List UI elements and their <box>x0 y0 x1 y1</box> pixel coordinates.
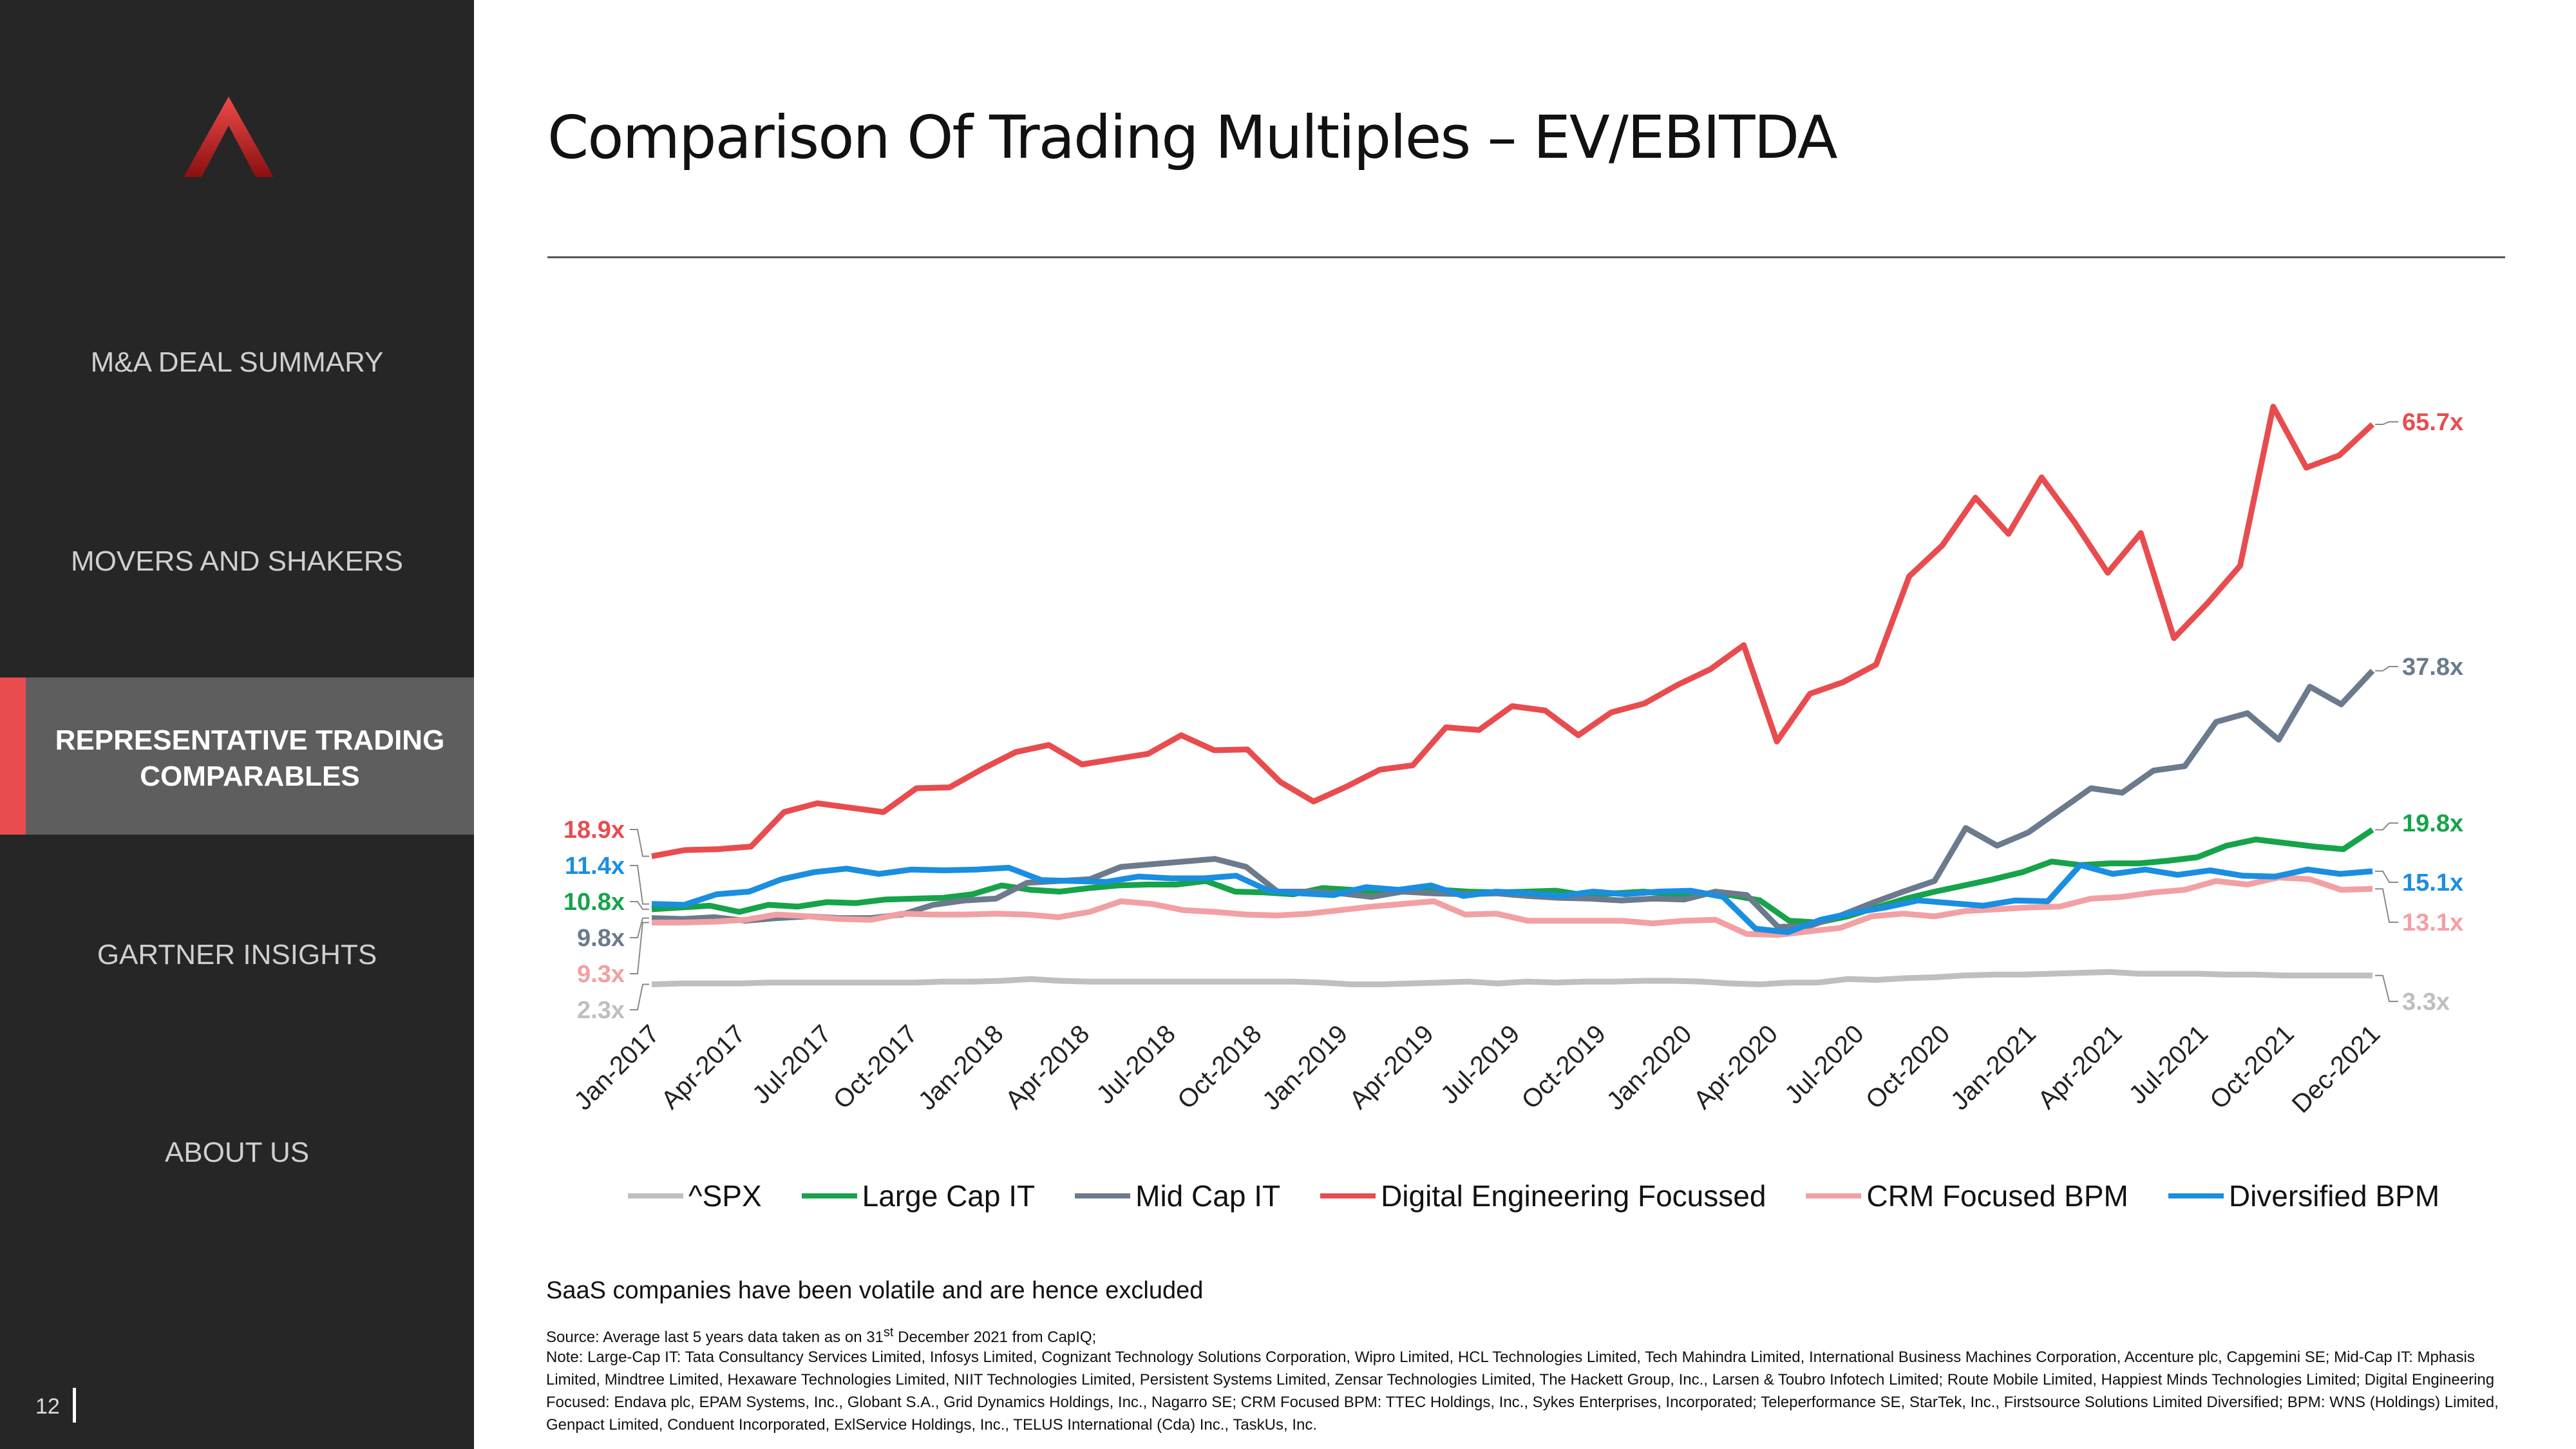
x-tick-label: Apr-2019 <box>1344 1019 1439 1114</box>
start-label-4: 9.3x <box>577 961 625 988</box>
x-tick-label: Oct-2019 <box>1517 1019 1611 1114</box>
legend-item-5[interactable]: Diversified BPM <box>2168 1179 2439 1213</box>
x-tick-label: Jul-2021 <box>2124 1019 2214 1110</box>
start-leader-3 <box>630 829 649 857</box>
start-label-1: 10.8x <box>564 889 625 916</box>
legend-label: Large Cap IT <box>862 1179 1036 1213</box>
end-leader-2 <box>2375 666 2398 672</box>
title-divider <box>547 256 2505 258</box>
x-tick-label: Jan-2019 <box>1257 1019 1353 1115</box>
legend-label: CRM Focused BPM <box>1866 1179 2128 1213</box>
saas-exclusion-note: SaaS companies have been volatile and ar… <box>546 1277 1204 1304</box>
legend-label: Digital Engineering Focussed <box>1381 1179 1766 1213</box>
end-leader-1 <box>2375 822 2398 831</box>
end-leader-5 <box>2375 870 2398 883</box>
x-tick-label: Oct-2021 <box>2204 1019 2299 1114</box>
legend-label: Mid Cap IT <box>1135 1179 1281 1213</box>
start-label-5: 11.4x <box>565 853 625 880</box>
ev-ebitda-line-chart: Jan-2017Apr-2017Jul-2017Oct-2017Jan-2018… <box>564 404 2463 1119</box>
series-value-labels: 2.3x 9.3x 9.8x 10.8x 11.4x 18.9x 3.3x 19.8x 37.8… <box>564 409 2463 1024</box>
x-tick-label: Jan-2020 <box>1602 1019 1698 1115</box>
x-tick-label: Apr-2018 <box>1000 1019 1095 1114</box>
x-tick-label: Jul-2020 <box>1779 1019 1870 1110</box>
legend-swatch <box>628 1193 683 1198</box>
start-leader-4 <box>630 922 649 974</box>
active-indicator <box>0 677 26 835</box>
x-tick-label: Jan-2018 <box>913 1019 1009 1115</box>
legend-swatch <box>801 1193 857 1198</box>
chart-series-group <box>651 404 2375 987</box>
start-label-2: 9.8x <box>577 925 625 952</box>
nav-item-ma-deal-summary[interactable]: M&A DEAL SUMMARY <box>90 346 384 378</box>
legend-item-2[interactable]: Mid Cap IT <box>1075 1179 1280 1213</box>
legend-item-3[interactable]: Digital Engineering Focussed <box>1320 1179 1766 1213</box>
page-number: 12 <box>35 1394 60 1419</box>
source-note: Source: Average last 5 years data taken … <box>546 1325 1096 1347</box>
end-leader-3 <box>2375 421 2398 425</box>
x-tick-label: Oct-2017 <box>828 1019 923 1114</box>
source-sup: st <box>883 1325 894 1340</box>
legend-swatch <box>1075 1193 1131 1198</box>
x-tick-label: Jan-2017 <box>569 1019 665 1115</box>
start-leader-1 <box>630 901 649 910</box>
x-tick-label: Jul-2017 <box>747 1019 837 1110</box>
constituents-note: Note: Large-Cap IT: Tata Consultancy Ser… <box>546 1349 2499 1434</box>
x-tick-label: Oct-2018 <box>1172 1019 1267 1114</box>
source-prefix: Source: Average last 5 years data taken … <box>546 1329 884 1346</box>
nav-item-movers-and-shakers[interactable]: MOVERS AND SHAKERS <box>71 545 403 577</box>
source-suffix: December 2021 from CapIQ; <box>893 1329 1097 1346</box>
series-line-4 <box>652 875 2373 938</box>
series-line-5 <box>651 862 2373 935</box>
x-axis-tick-labels: Jan-2017Apr-2017Jul-2017Oct-2017Jan-2018… <box>569 1019 2385 1119</box>
series-line-0 <box>651 969 2372 987</box>
end-label-1: 19.8x <box>2402 810 2463 837</box>
x-tick-label: Jan-2021 <box>1946 1019 2041 1115</box>
x-tick-label: Apr-2017 <box>656 1019 750 1114</box>
legend-label: Diversified BPM <box>2228 1179 2440 1213</box>
legend-item-0[interactable]: ^SPX <box>628 1179 762 1213</box>
page-number-divider <box>73 1388 76 1423</box>
legend-swatch <box>1806 1193 1862 1198</box>
sidebar: M&A DEAL SUMMARY MOVERS AND SHAKERS REPR… <box>0 0 474 1449</box>
page-title: Comparison Of Trading Multiples – EV/EBI… <box>547 103 1838 172</box>
nav-item-gartner-insights[interactable]: GARTNER INSIGHTS <box>97 939 377 971</box>
legend-label: ^SPX <box>688 1179 762 1213</box>
nav-item-about-us[interactable]: ABOUT US <box>164 1137 310 1168</box>
start-leader-5 <box>630 865 649 905</box>
start-label-3: 18.9x <box>564 817 625 844</box>
series-line-3 <box>651 404 2375 860</box>
end-leader-0 <box>2375 974 2398 1002</box>
nav-item-label: REPRESENTATIVE TRADING COMPARABLES <box>55 724 445 792</box>
end-label-3: 65.7x <box>2402 409 2463 436</box>
end-leader-4 <box>2375 888 2398 923</box>
end-label-0: 3.3x <box>2402 989 2450 1016</box>
x-tick-label: Apr-2021 <box>2032 1019 2127 1114</box>
legend-item-1[interactable]: Large Cap IT <box>801 1179 1036 1213</box>
end-label-4: 13.1x <box>2402 909 2463 936</box>
start-leader-0 <box>630 983 649 1010</box>
start-leader-2 <box>630 917 649 938</box>
x-tick-label: Jul-2018 <box>1091 1019 1181 1110</box>
start-label-0: 2.3x <box>577 997 625 1024</box>
legend-swatch <box>1320 1193 1376 1198</box>
end-label-5: 15.1x <box>2402 869 2463 896</box>
nav-item-representative-trading-comparables[interactable]: REPRESENTATIVE TRADING COMPARABLES <box>0 677 474 835</box>
legend-swatch <box>2168 1193 2224 1198</box>
x-tick-label: Dec-2021 <box>2287 1019 2386 1119</box>
end-label-2: 37.8x <box>2402 654 2463 681</box>
x-tick-label: Apr-2020 <box>1689 1019 1783 1114</box>
legend-item-4[interactable]: CRM Focused BPM <box>1806 1179 2128 1213</box>
chart-legend: ^SPX Large Cap IT Mid Cap IT Digital Engine… <box>628 1179 2479 1213</box>
x-tick-label: Oct-2020 <box>1861 1019 1955 1114</box>
brand-logo-icon <box>184 97 274 177</box>
x-tick-label: Jul-2019 <box>1435 1019 1526 1110</box>
